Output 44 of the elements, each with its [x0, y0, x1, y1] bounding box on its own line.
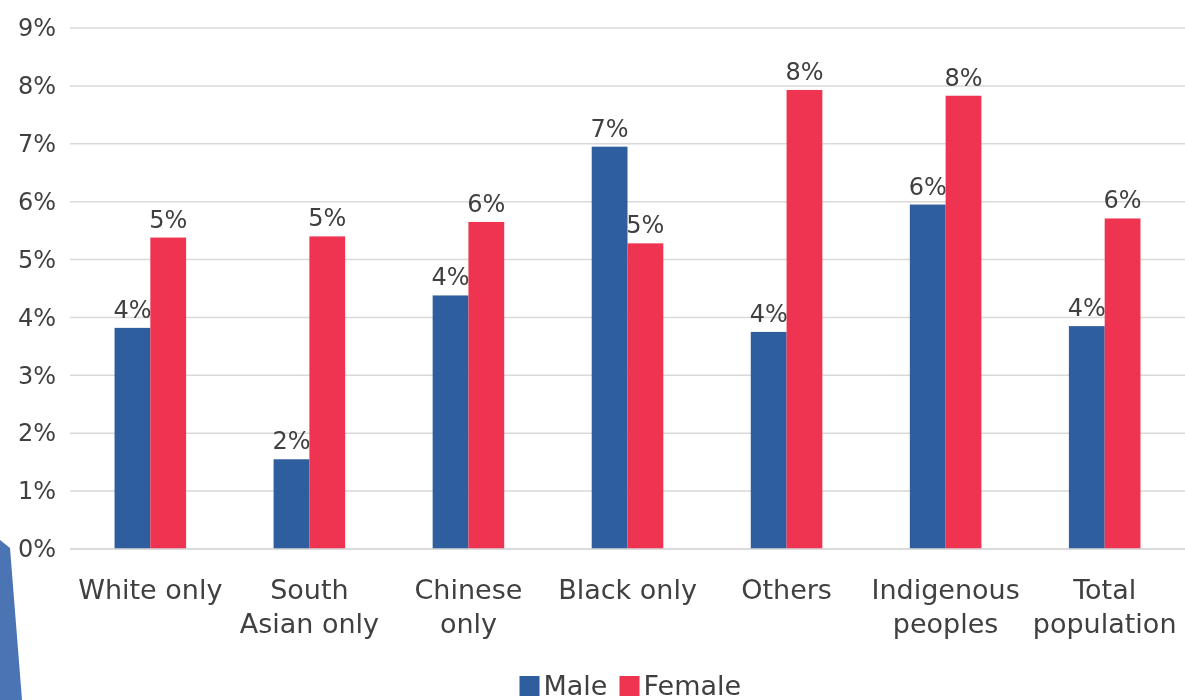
bar: [786, 89, 823, 549]
x-tick-label: Total population: [1032, 574, 1177, 639]
bar: [150, 237, 187, 549]
x-tick-label: Indigenous peoples: [871, 574, 1020, 639]
bar: [273, 459, 310, 549]
data-label: 5%: [626, 211, 665, 240]
y-tick-label: 4%: [17, 303, 56, 332]
x-tick-label: Chinese only: [414, 574, 523, 639]
data-label: 6%: [908, 172, 947, 201]
data-label: 4%: [1067, 294, 1106, 323]
bar: [627, 243, 664, 549]
data-label: 7%: [590, 114, 629, 143]
x-tick-label: Others: [741, 574, 832, 605]
bar: [114, 327, 151, 549]
bar: [1104, 218, 1141, 549]
x-tick-label: South Asian only: [239, 574, 380, 639]
bar: [909, 204, 946, 549]
y-tick-label: 6%: [17, 187, 56, 216]
data-label: 6%: [467, 189, 506, 218]
y-tick-label: 3%: [17, 361, 56, 390]
y-tick-label: 0%: [17, 535, 56, 564]
y-tick-label: 8%: [17, 72, 56, 101]
y-tick-label: 5%: [17, 245, 56, 274]
bar: [432, 295, 469, 549]
bar: [468, 221, 505, 549]
bar: [750, 331, 787, 549]
bar: [1068, 326, 1105, 549]
bar: [945, 95, 982, 549]
y-tick-label: 2%: [17, 419, 56, 448]
data-label: 8%: [944, 63, 983, 92]
legend-label: Male: [543, 670, 608, 700]
y-tick-label: 1%: [17, 477, 56, 506]
bar: [591, 146, 628, 549]
data-label: 8%: [785, 57, 824, 86]
y-tick-label: 9%: [17, 14, 56, 43]
data-label: 4%: [749, 299, 788, 328]
bar: [309, 236, 346, 549]
data-label: 6%: [1103, 186, 1142, 215]
data-label: 5%: [149, 205, 188, 234]
data-label: 5%: [308, 204, 347, 233]
x-tick-label: White only: [78, 574, 223, 605]
legend-label: Female: [643, 670, 742, 700]
x-tick-label: Black only: [558, 574, 697, 605]
y-tick-label: 7%: [17, 129, 56, 158]
